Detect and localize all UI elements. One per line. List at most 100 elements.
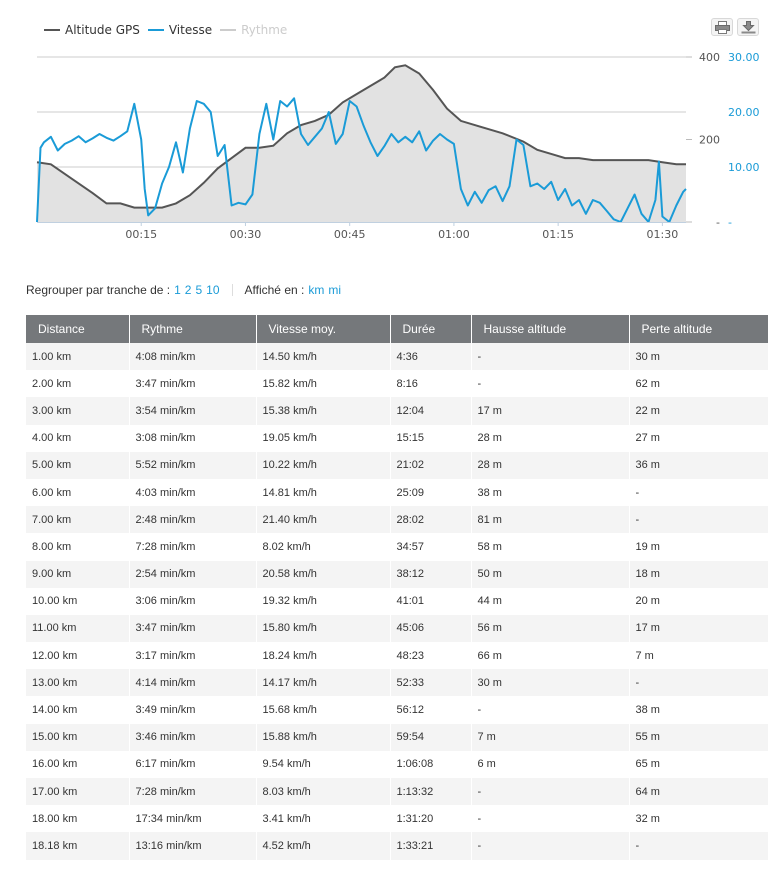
cell-rythme: 7:28 min/km <box>128 533 256 561</box>
table-row: 4.00 km 3:08 min/km 19.05 km/h 15:15 28 m 27 … <box>26 424 768 452</box>
cell-perte-altitude: 19 m <box>628 533 768 561</box>
cell-duree: 48:23 <box>389 642 471 670</box>
cell-vitesse: 18.24 km/h <box>255 642 390 670</box>
cell-hausse-altitude: - <box>470 832 629 860</box>
controls-divider <box>231 284 233 296</box>
cell-duree: 12:04 <box>389 397 471 425</box>
header-duree[interactable]: Durée <box>389 315 471 343</box>
cell-vitesse: 14.81 km/h <box>255 478 390 507</box>
cell-duree: 38:12 <box>389 560 471 588</box>
table-row: 14.00 km 3:49 min/km 15.68 km/h 56:12-38 m <box>26 696 768 724</box>
cell-rythme: 2:48 min/km <box>128 506 256 534</box>
download-icon <box>741 21 756 34</box>
cell-perte-altitude: 65 m <box>628 750 768 778</box>
cell-hausse-altitude: 58 m <box>470 533 629 561</box>
cell-hausse-altitude: - <box>470 805 629 833</box>
cell-distance: 3.00 km <box>26 397 129 425</box>
legend-label-rythme: Rythme <box>241 23 288 37</box>
altitude-line <box>36 64 686 209</box>
print-icon <box>715 21 730 34</box>
cell-duree: 25:09 <box>389 478 471 507</box>
unit-label: Affiché en : <box>244 283 305 297</box>
speed-tick-label: 30.00 <box>728 51 760 64</box>
x-tick-label: 01:15 <box>542 228 574 240</box>
cell-hausse-altitude: 66 m <box>470 642 629 670</box>
group-option-1[interactable]: 1 <box>174 283 181 297</box>
cell-perte-altitude: 30 m <box>628 343 768 371</box>
legend-item-altitude[interactable]: Altitude GPS <box>44 23 140 37</box>
cell-hausse-altitude: - <box>470 343 629 371</box>
speed-tick-label: 10.00 <box>728 161 760 174</box>
cell-vitesse: 15.68 km/h <box>255 696 390 724</box>
cell-duree: 1:06:08 <box>389 750 471 778</box>
print-button[interactable] <box>711 18 733 36</box>
cell-distance: 10.00 km <box>32 595 78 608</box>
cell-vitesse: 15.88 km/h <box>255 723 390 751</box>
download-button[interactable] <box>737 18 759 36</box>
legend-label-vitesse: Vitesse <box>168 23 213 37</box>
cell-distance: 16.00 km <box>32 758 78 771</box>
cell-distance: 8.00 km <box>32 540 72 553</box>
legend-item-vitesse[interactable]: Vitesse <box>147 23 213 37</box>
activity-chart: 00:15 00:30 00:45 01:00 01:15 01:30 400 200 - 3… <box>36 51 760 240</box>
header-hausse-altitude[interactable]: Hausse altitude <box>470 315 629 343</box>
cell-duree: 1:13:32 <box>389 778 471 806</box>
cell-vitesse: 19.05 km/h <box>255 424 390 452</box>
cell-hausse-altitude: 28 m <box>470 424 629 452</box>
table-row: 13.00 km 4:14 min/km 14.17 km/h 52:33 30 m- <box>26 669 768 697</box>
x-tick-label: 00:15 <box>125 228 157 240</box>
cell-vitesse: 14.17 km/h <box>255 669 390 697</box>
cell-duree: 59:54 <box>389 723 471 751</box>
cell-vitesse: 8.03 km/h <box>255 778 390 806</box>
cell-rythme: 7:28 min/km <box>128 778 256 806</box>
table-row: 5.00 km 5:52 min/km 10.22 km/h 21:02 28 m 36 … <box>26 451 768 479</box>
cell-hausse-altitude: 6 m <box>470 750 629 778</box>
cell-rythme: 3:46 min/km <box>128 723 256 751</box>
header-distance[interactable]: Distance <box>26 315 129 343</box>
cell-distance: 15.00 km <box>26 723 129 751</box>
altitude-tick-label: 200 <box>699 134 720 147</box>
table-header-row: Distance Rythme Vitesse moy. Durée Hauss… <box>26 315 768 343</box>
cell-hausse-altitude: - <box>470 778 629 806</box>
cell-duree: 21:02 <box>389 451 471 479</box>
altitude-axis-ticks: 400 200 - <box>686 51 720 229</box>
cell-perte-altitude: - <box>628 478 768 507</box>
cell-rythme: 4:08 min/km <box>128 343 256 371</box>
unit-option-mi[interactable]: mi <box>328 283 342 297</box>
table-row: 2.00 km 3:47 min/km 15.82 km/h 8:16-62 m <box>26 370 768 398</box>
group-option-2[interactable]: 2 <box>184 283 192 297</box>
cell-perte-altitude: 38 m <box>628 696 768 724</box>
cell-rythme: 3:49 min/km <box>128 696 256 724</box>
cell-rythme: 2:54 min/km <box>128 560 256 588</box>
table-row: 17.00 km 7:28 min/km 8.03 km/h 1:13:32-64 m <box>26 778 768 806</box>
cell-perte-altitude: 20 m <box>628 587 768 615</box>
header-rythme[interactable]: Rythme <box>128 315 256 343</box>
cell-vitesse: 21.40 km/h <box>255 506 390 534</box>
table-row: 11.00 km 3:47 min/km 15.80 km/h 45:06 56 m 17… <box>26 614 768 643</box>
legend-swatch-vitesse <box>147 29 164 31</box>
cell-hausse-altitude: 50 m <box>470 560 629 588</box>
legend-item-rythme[interactable]: Rythme <box>220 23 287 37</box>
x-tick-label: 01:00 <box>438 228 470 240</box>
cell-distance: 4.00 km <box>32 432 72 445</box>
cell-vitesse: 15.38 km/h <box>255 397 390 425</box>
cell-rythme: 3:47 min/km <box>128 370 256 398</box>
unit-option-km[interactable]: km <box>308 283 325 297</box>
speed-tick-label: - <box>728 216 732 229</box>
cell-duree: 34:57 <box>389 533 471 561</box>
table-row: 15.00 km 3:46 min/km 15.88 km/h 59:54 7 m 55 … <box>26 723 768 751</box>
group-label: Regrouper par tranche de : <box>26 283 171 297</box>
table-row: 6.00 km 4:03 min/km 14.81 km/h 25:09 38 m- <box>26 478 768 507</box>
speed-axis-ticks: 30.00 20.00 10.00 - <box>728 51 760 229</box>
cell-distance: 14.00 km <box>32 704 78 717</box>
cell-distance: 5.00 km <box>26 451 129 479</box>
cell-vitesse: 19.32 km/h <box>255 587 390 615</box>
cell-rythme: 4:14 min/km <box>128 669 256 697</box>
header-vitesse[interactable]: Vitesse moy. <box>255 315 390 343</box>
speed-line <box>36 97 687 223</box>
header-perte-altitude[interactable]: Perte altitude <box>628 315 768 343</box>
group-option-5[interactable]: 5 <box>195 283 203 297</box>
group-option-10[interactable]: 10 <box>206 283 220 297</box>
cell-distance: 18.18 km <box>26 832 129 860</box>
cell-hausse-altitude: 28 m <box>470 451 629 479</box>
